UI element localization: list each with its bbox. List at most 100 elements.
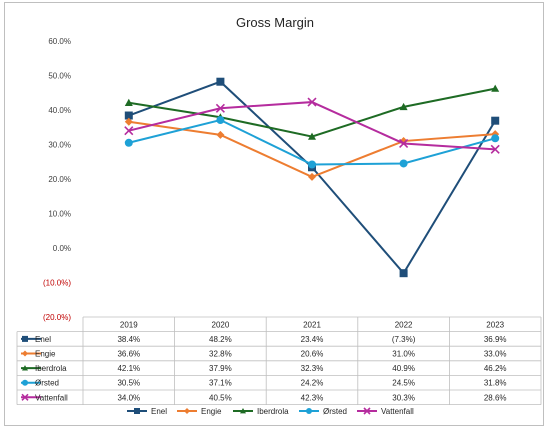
table-row-label: Engie	[35, 350, 56, 359]
data-point-marker	[215, 103, 225, 113]
table-row-label: Iberdrola	[35, 364, 67, 373]
data-point-marker	[22, 335, 28, 342]
table-cell: 30.5%	[117, 379, 140, 388]
table-row-label: Enel	[35, 335, 51, 344]
legend-label: Vattenfall	[381, 407, 414, 416]
table-cell: 32.8%	[209, 350, 232, 359]
table-cell: 48.2%	[209, 335, 232, 344]
table-cell: 31.8%	[484, 379, 507, 388]
table-cell: 40.9%	[392, 364, 415, 373]
plot-area	[124, 77, 500, 278]
legend-entry-enel: Enel	[127, 407, 167, 416]
y-axis: 60.0% 50.0% 40.0% 30.0% 20.0% 10.0% 0.0% (10.0%…	[43, 37, 71, 322]
data-point-marker	[399, 138, 409, 149]
data-point-marker	[490, 144, 500, 154]
y-tick-label: (10.0%)	[43, 279, 71, 288]
data-table: 2019 2020 2021 2022 2023 Enel 38.4% 48.2% 23.4% (…	[16, 316, 542, 406]
table-cell: 30.3%	[392, 393, 415, 402]
table-cell: (7.3%)	[392, 335, 416, 344]
legend-entry-engie: Engie	[177, 407, 222, 416]
data-point-marker	[306, 408, 312, 414]
series-vattenfall	[124, 97, 500, 154]
table-header-cell: 2021	[303, 321, 321, 330]
table-header-cell: 2020	[212, 321, 230, 330]
data-point-marker	[124, 98, 133, 106]
table-cell: 31.0%	[392, 350, 415, 359]
legend-entry-iberdrola: Iberdrola	[233, 407, 289, 416]
table-cell: 24.5%	[392, 379, 415, 388]
table-cell: 37.9%	[209, 364, 232, 373]
data-point-marker	[240, 408, 246, 414]
table-cell: 32.3%	[301, 364, 324, 373]
data-point-marker	[491, 116, 500, 125]
data-point-marker	[399, 159, 408, 168]
y-tick-label: 20.0%	[48, 175, 71, 184]
data-point-marker	[22, 350, 28, 357]
table-header-cell: 2019	[120, 321, 138, 330]
data-point-marker	[308, 172, 316, 181]
legend-label: Ørsted	[323, 407, 347, 416]
table-cell: 38.4%	[117, 335, 140, 344]
data-point-marker	[363, 407, 371, 415]
data-point-marker	[308, 160, 316, 169]
legend-entry-ørsted: Ørsted	[299, 407, 347, 416]
legend-label: Iberdrola	[257, 407, 289, 416]
legend-label: Engie	[201, 407, 222, 416]
table-cell: 36.9%	[484, 335, 507, 344]
table-row: Ørsted 30.5% 37.1% 24.2% 24.5% 31.8%	[21, 379, 507, 388]
data-point-marker	[491, 134, 500, 143]
data-point-marker	[124, 117, 133, 126]
gross-margin-chart: Gross Margin 60.0% 50.0% 40.0% 30.0% 20.0% 10…	[16, 15, 542, 416]
chart-title: Gross Margin	[236, 15, 314, 30]
chart-frame: Gross Margin 60.0% 50.0% 40.0% 30.0% 20.0% 10…	[4, 2, 544, 426]
y-tick-label: 40.0%	[48, 106, 71, 115]
table-cell: 20.6%	[301, 350, 324, 359]
table-cell: 42.1%	[117, 364, 140, 373]
table-header-cell: 2023	[486, 321, 504, 330]
table-row: Enel 38.4% 48.2% 23.4% (7.3%) 36.9%	[21, 335, 507, 344]
legend: Enel Engie Iberdrola Ørsted Vattenfall	[127, 407, 414, 416]
table-row-label: Vattenfall	[35, 393, 68, 402]
data-point-marker	[124, 138, 133, 147]
table-row: Iberdrola 42.1% 37.9% 32.3% 40.9% 46.2%	[21, 364, 507, 373]
series-ørsted	[124, 116, 500, 169]
data-point-marker	[216, 130, 225, 139]
data-point-marker	[491, 84, 500, 92]
table-row-label: Ørsted	[35, 379, 59, 388]
y-tick-label: (20.0%)	[43, 313, 71, 322]
table-cell: 42.3%	[301, 393, 324, 402]
y-tick-label: 10.0%	[48, 210, 71, 219]
table-header-cell: 2022	[395, 321, 413, 330]
table-cell: 23.4%	[301, 335, 324, 344]
data-point-marker	[216, 116, 225, 125]
series-line	[128, 101, 496, 151]
data-point-marker	[399, 269, 408, 278]
y-tick-label: 0.0%	[53, 244, 71, 253]
data-point-marker	[308, 132, 316, 140]
table-cell: 34.0%	[117, 393, 140, 402]
data-point-marker	[124, 111, 133, 120]
table-cell: 24.2%	[301, 379, 324, 388]
table-cell: 37.1%	[209, 379, 232, 388]
data-point-marker	[399, 102, 408, 111]
table-cell: 36.6%	[117, 350, 140, 359]
series-line	[128, 118, 496, 166]
data-point-marker	[22, 365, 28, 371]
y-tick-label: 50.0%	[48, 72, 71, 81]
table-cell: 28.6%	[484, 393, 507, 402]
series-engie	[124, 117, 500, 181]
series-iberdrola	[124, 84, 500, 140]
y-tick-label: 60.0%	[48, 37, 71, 46]
legend-label: Enel	[151, 407, 167, 416]
data-point-marker	[307, 97, 317, 107]
data-point-marker	[216, 77, 225, 86]
table-cell: 46.2%	[484, 364, 507, 373]
table-row: Vattenfall 34.0% 40.5% 42.3% 30.3% 28.6%	[21, 393, 507, 402]
table-cell: 33.0%	[484, 350, 507, 359]
data-point-marker	[124, 126, 134, 136]
y-tick-label: 30.0%	[48, 141, 71, 150]
data-point-marker	[134, 408, 140, 414]
table-row: Engie 36.6% 32.8% 20.6% 31.0% 33.0%	[21, 350, 507, 359]
data-point-marker	[22, 379, 28, 386]
table-cell: 40.5%	[209, 393, 232, 402]
